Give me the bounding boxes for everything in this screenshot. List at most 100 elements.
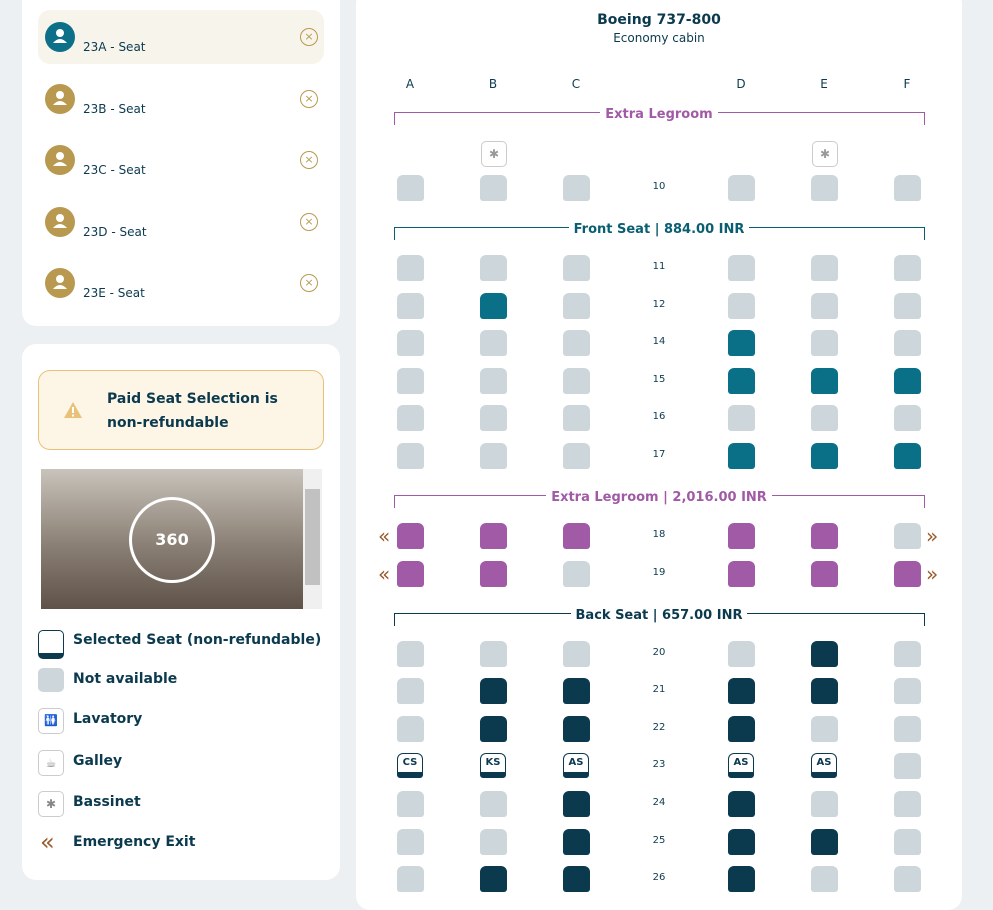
seat[interactable] [728, 866, 755, 893]
seat [894, 640, 921, 667]
seat-tag: KS [485, 757, 501, 769]
seat [480, 405, 507, 432]
passenger[interactable]: 23B - Seat × [38, 72, 324, 126]
seat [894, 753, 921, 780]
remove-button[interactable]: × [300, 151, 318, 169]
seat[interactable] [894, 443, 921, 469]
seat [397, 791, 424, 817]
legend-label: Lavatory [73, 711, 143, 727]
seat [563, 175, 590, 201]
legend-icon: ☕ [38, 750, 64, 776]
column-header: A [405, 77, 415, 91]
passenger[interactable]: 23D - Seat × [38, 195, 324, 249]
seat[interactable] [397, 523, 424, 549]
scrollbar[interactable] [303, 469, 322, 609]
seat[interactable] [563, 523, 590, 549]
row-number: 23 [652, 759, 666, 771]
seat[interactable] [728, 828, 755, 855]
bassinet-icon: ✱ [481, 141, 507, 167]
passenger[interactable]: 23E - Seat × [38, 256, 324, 310]
seat [894, 523, 921, 549]
legend-icon [38, 630, 64, 659]
legend-label: Galley [73, 753, 123, 769]
seat[interactable] [728, 791, 755, 817]
seat-tag: AS [568, 757, 584, 769]
seat [397, 367, 424, 394]
seat[interactable] [563, 791, 590, 817]
seat[interactable] [811, 678, 838, 705]
row-number: 22 [652, 721, 666, 733]
legend-label: Selected Seat (non-refundable) [73, 632, 322, 648]
bassinet-icon: ✱ [812, 141, 838, 167]
seat[interactable] [480, 560, 507, 587]
seat [894, 791, 921, 817]
seat[interactable]: KS [480, 753, 506, 779]
seat[interactable] [894, 367, 921, 394]
seat [563, 292, 590, 319]
seat[interactable] [728, 367, 755, 394]
seat[interactable] [480, 866, 507, 893]
row-number: 16 [652, 411, 666, 423]
seat[interactable] [728, 560, 755, 587]
seat [397, 330, 424, 357]
passenger[interactable]: 23C - Seat × [38, 133, 324, 187]
seat [397, 405, 424, 432]
panorama[interactable]: 360 [41, 469, 303, 609]
seat[interactable] [728, 715, 755, 742]
legend-icon: 🚻 [38, 708, 64, 734]
seat[interactable] [563, 678, 590, 705]
seat[interactable] [728, 678, 755, 705]
seat[interactable] [563, 715, 590, 742]
seat[interactable] [480, 292, 507, 319]
remove-button[interactable]: × [300, 89, 318, 108]
row-number: 21 [652, 684, 666, 696]
seat[interactable] [811, 828, 838, 855]
seat[interactable] [480, 715, 507, 742]
passenger[interactable]: 23A - Seat × [38, 10, 324, 64]
seat[interactable] [480, 678, 507, 705]
seat[interactable] [811, 443, 838, 469]
seat[interactable]: AS [563, 753, 589, 779]
section-title-text: Back Seat | 657.00 INR [570, 607, 748, 623]
seat [397, 828, 424, 855]
seat-tag: CS [402, 757, 418, 769]
row-number: 11 [652, 261, 666, 272]
seat [728, 292, 755, 319]
seat[interactable] [894, 560, 921, 587]
column-header: B [488, 77, 498, 91]
seat [480, 330, 507, 357]
passenger-card: 23A - Seat × 23B - Seat × 23C - Seat × 23D - S… [22, 0, 340, 326]
seat[interactable] [728, 523, 755, 549]
seat[interactable] [397, 560, 424, 587]
legend-label: Not available [73, 671, 178, 687]
avatar [45, 22, 75, 52]
remove-button[interactable]: × [300, 28, 318, 46]
seatmap-card: Boeing 737-800 Economy cabin A B C D E F Extra… [356, 0, 962, 910]
seat [480, 367, 507, 394]
seat[interactable] [811, 367, 838, 394]
remove-button[interactable]: × [300, 212, 318, 231]
seat[interactable] [811, 640, 838, 667]
seat [894, 292, 921, 319]
seat[interactable] [811, 560, 838, 587]
passenger-label: 23C - Seat [83, 163, 146, 177]
seat[interactable] [728, 443, 755, 469]
seat [397, 255, 424, 281]
seat[interactable] [728, 330, 755, 357]
avatar [45, 206, 75, 237]
seat[interactable] [811, 523, 838, 549]
seat[interactable]: AS [728, 753, 754, 779]
row-number: 24 [652, 797, 666, 808]
seat[interactable] [563, 828, 590, 855]
seat[interactable] [480, 523, 507, 549]
remove-button[interactable]: × [300, 274, 318, 292]
row-number: 20 [652, 646, 666, 658]
column-header: F [903, 77, 911, 91]
seat[interactable] [563, 866, 590, 893]
seat [563, 560, 590, 587]
seat [894, 175, 921, 201]
seat[interactable]: CS [397, 753, 423, 779]
seat[interactable]: AS [811, 753, 837, 779]
legend-icon [38, 668, 64, 692]
